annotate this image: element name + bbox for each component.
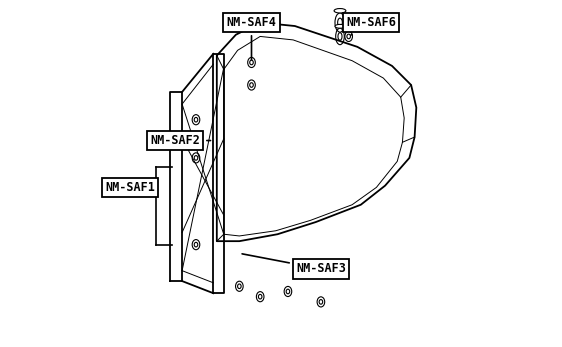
- Polygon shape: [170, 92, 182, 281]
- Polygon shape: [214, 54, 224, 293]
- Text: NM-SAF2: NM-SAF2: [150, 134, 211, 147]
- Ellipse shape: [335, 24, 345, 28]
- Text: NM-SAF4: NM-SAF4: [226, 16, 277, 60]
- Ellipse shape: [334, 9, 346, 13]
- Text: NM-SAF6: NM-SAF6: [346, 16, 396, 35]
- Text: NM-SAF1: NM-SAF1: [105, 181, 155, 194]
- Text: NM-SAF3: NM-SAF3: [242, 254, 346, 276]
